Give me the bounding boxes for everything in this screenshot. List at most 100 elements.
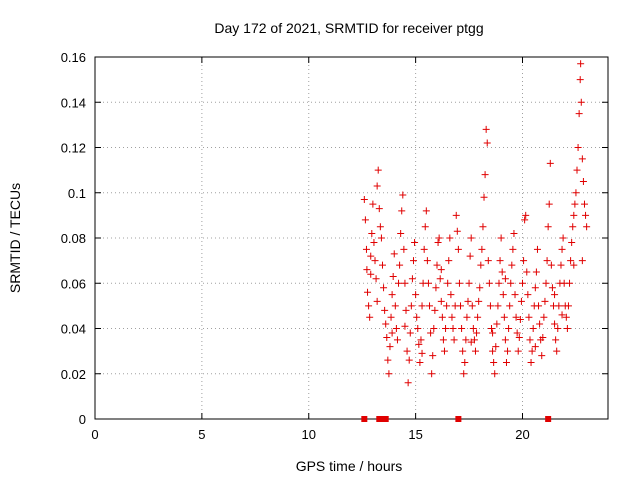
data-point xyxy=(437,297,445,305)
data-point xyxy=(467,338,475,346)
data-point xyxy=(559,234,567,242)
data-point xyxy=(471,347,479,355)
x-tick-label: 0 xyxy=(91,427,98,442)
data-point xyxy=(512,313,520,321)
data-point xyxy=(483,139,491,147)
data-point xyxy=(371,257,379,265)
y-tick-label: 0.06 xyxy=(61,276,86,291)
data-point xyxy=(384,356,392,364)
data-point xyxy=(553,347,561,355)
data-point xyxy=(539,334,547,342)
data-point xyxy=(502,358,510,366)
data-point xyxy=(516,315,524,323)
data-point xyxy=(535,302,543,310)
data-point xyxy=(417,336,425,344)
data-point xyxy=(474,313,482,321)
data-point xyxy=(511,291,519,299)
data-point xyxy=(466,252,474,260)
data-point xyxy=(459,347,467,355)
data-point xyxy=(533,245,541,253)
baseline-point xyxy=(361,416,368,422)
data-point xyxy=(364,288,372,296)
data-point xyxy=(380,284,388,292)
data-point xyxy=(555,302,563,310)
data-point xyxy=(496,257,504,265)
data-point xyxy=(532,268,540,276)
baseline-point xyxy=(376,416,383,422)
grid xyxy=(95,57,608,419)
data-point xyxy=(478,245,486,253)
data-point xyxy=(446,234,454,242)
data-point xyxy=(570,261,578,269)
data-point xyxy=(489,329,497,337)
data-point xyxy=(434,239,442,247)
data-point xyxy=(492,343,500,351)
data-point xyxy=(528,347,536,355)
data-point xyxy=(454,245,462,253)
x-tick-label: 10 xyxy=(302,427,316,442)
data-point xyxy=(404,379,412,387)
data-point xyxy=(473,329,481,337)
data-point xyxy=(427,329,435,337)
data-point xyxy=(395,279,403,287)
data-point xyxy=(433,261,441,269)
data-point xyxy=(464,297,472,305)
data-point xyxy=(387,313,395,321)
y-axis-ticks: 0 0.02 0.04 0.06 0.08 0.1 0.12 0.14 0.16 xyxy=(61,50,608,427)
data-point xyxy=(529,325,537,332)
data-point xyxy=(375,205,383,213)
data-point xyxy=(542,279,550,287)
chart-title: Day 172 of 2021, SRMTID for receiver ptg… xyxy=(214,20,483,36)
data-point xyxy=(462,336,470,344)
data-point xyxy=(513,329,521,337)
data-point xyxy=(504,347,512,355)
data-point xyxy=(567,257,575,265)
data-point xyxy=(401,279,409,287)
data-point xyxy=(499,291,507,299)
data-point xyxy=(566,279,574,287)
data-point xyxy=(436,275,444,283)
data-point xyxy=(385,370,393,378)
data-point xyxy=(377,234,385,242)
data-point xyxy=(505,325,513,332)
data-point xyxy=(400,245,408,253)
data-point xyxy=(373,182,381,190)
data-point xyxy=(457,302,465,310)
data-point xyxy=(422,207,430,215)
data-point xyxy=(477,261,485,269)
data-point xyxy=(552,336,560,344)
data-point xyxy=(382,320,390,328)
y-tick-label: 0 xyxy=(79,412,86,427)
data-point xyxy=(418,349,426,357)
data-point xyxy=(579,177,587,185)
data-point xyxy=(506,302,514,310)
data-point xyxy=(413,313,421,321)
data-point xyxy=(412,291,420,299)
data-point xyxy=(551,291,559,299)
y-tick-label: 0.14 xyxy=(61,95,86,110)
data-point xyxy=(408,275,416,283)
data-point xyxy=(521,216,529,224)
data-point xyxy=(515,334,523,342)
y-axis-label: SRMTID / TECUs xyxy=(7,183,23,293)
data-point xyxy=(420,245,428,253)
data-point xyxy=(546,159,554,167)
data-point xyxy=(443,302,451,310)
data-point xyxy=(545,200,553,208)
data-point xyxy=(576,76,584,84)
data-point xyxy=(501,275,509,283)
y-tick-label: 0.12 xyxy=(61,141,86,156)
data-point xyxy=(523,268,531,276)
data-point xyxy=(485,279,493,287)
data-point xyxy=(508,261,516,269)
data-point xyxy=(486,302,494,310)
data-point xyxy=(439,336,447,344)
data-point xyxy=(447,291,455,299)
data-point xyxy=(402,306,410,314)
data-point xyxy=(531,284,539,292)
data-point xyxy=(574,144,582,151)
data-point xyxy=(453,227,461,235)
data-point xyxy=(482,125,490,133)
data-point xyxy=(406,329,414,337)
